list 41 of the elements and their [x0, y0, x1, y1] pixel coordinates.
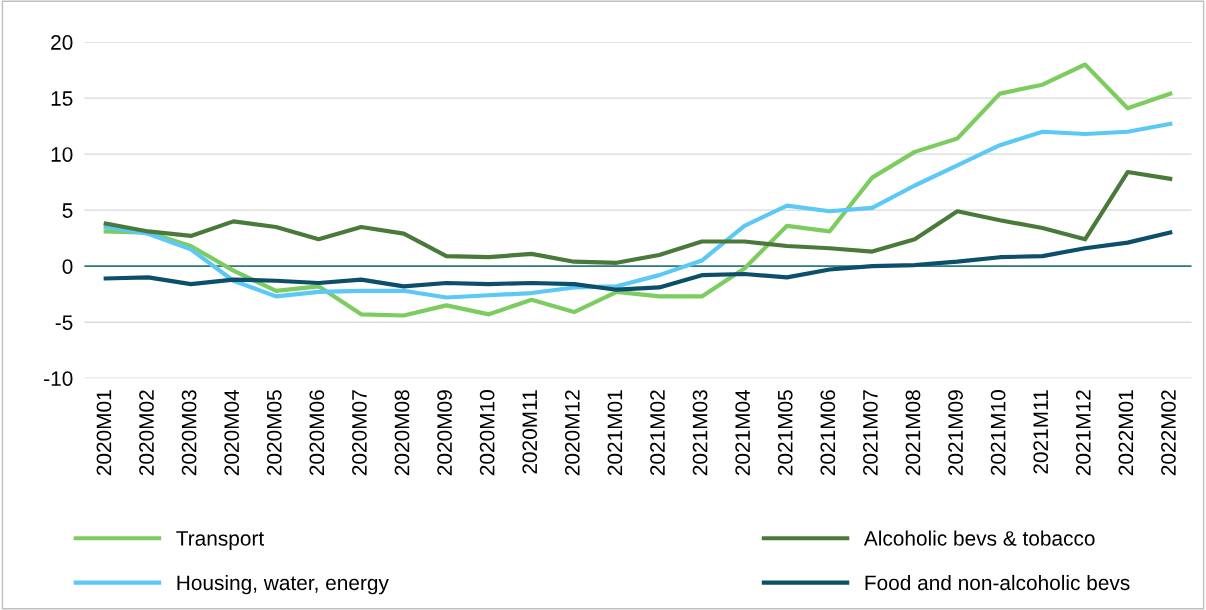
- line-series: [103, 121, 1173, 300]
- y-tick-label: -5: [55, 315, 73, 330]
- x-tick-label: 2020M08: [394, 390, 410, 476]
- x-tick-label: 2021M02: [650, 390, 665, 476]
- x-tick-label: 2020M05: [266, 390, 282, 476]
- line-series: [103, 169, 1173, 265]
- x-tick-label: 2021M12: [1075, 390, 1091, 476]
- x-tick-label: 2020M11: [522, 390, 538, 474]
- x-tick-label: 2022M01: [1118, 390, 1134, 476]
- x-tick-label: 2020M12: [564, 390, 580, 476]
- y-tick-label: 20: [51, 35, 73, 50]
- legend-label: Food and non-alcoholic bevs: [865, 574, 1130, 591]
- legend-label: Transport: [176, 531, 264, 550]
- x-tick-label: 2021M10: [990, 390, 1006, 476]
- y-tick-label: 5: [62, 203, 73, 218]
- y-tick-label: 15: [51, 91, 73, 106]
- line-series: [103, 230, 1173, 292]
- x-tick-label: 2021M07: [863, 390, 878, 476]
- x-tick-label: 2021M01: [607, 390, 623, 476]
- y-tick-label: -10: [44, 371, 73, 386]
- x-tick-label: 2020M02: [139, 390, 154, 476]
- x-tick-label: 2021M11: [1033, 390, 1049, 474]
- x-tick-label: 2021M08: [905, 390, 921, 476]
- x-tick-label: 2021M04: [735, 389, 751, 476]
- y-tick-label: 0: [62, 259, 73, 274]
- x-tick-label: 2020M10: [479, 390, 495, 476]
- x-tick-label: 2021M09: [948, 390, 963, 476]
- x-tick-label: 2020M01: [96, 390, 112, 476]
- y-tick-label: 10: [51, 147, 73, 162]
- legend-label: Housing, water, energy: [177, 574, 389, 595]
- legend-label: Alcoholic bevs & tobacco: [863, 530, 1095, 546]
- x-tick-label: 2020M07: [352, 390, 367, 476]
- x-tick-label: 2021M06: [820, 390, 836, 476]
- x-tick-label: 2020M04: [224, 389, 240, 476]
- x-tick-label: 2021M03: [692, 390, 708, 476]
- x-tick-label: 2020M03: [181, 390, 197, 476]
- x-tick-label: 2022M02: [1161, 390, 1176, 476]
- line-series: [103, 62, 1173, 318]
- x-tick-label: 2020M09: [437, 390, 452, 476]
- x-tick-label: 2021M05: [777, 390, 793, 476]
- x-tick-label: 2020M06: [309, 390, 325, 476]
